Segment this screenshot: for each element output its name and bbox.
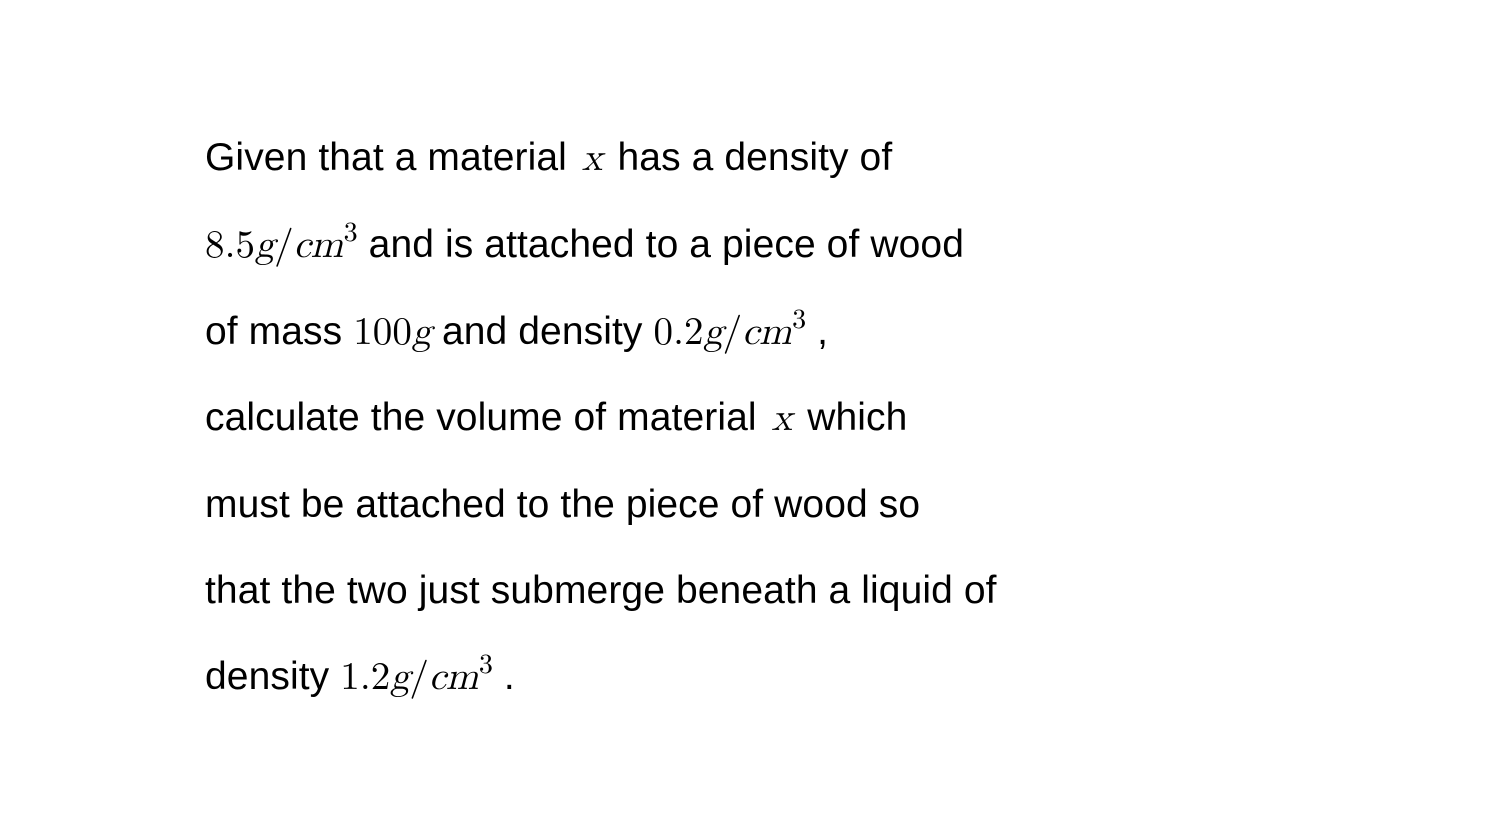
density-liquid-value: 1.2 xyxy=(340,658,390,697)
unit-exponent: 3 xyxy=(792,306,806,334)
text-segment: of mass xyxy=(205,310,353,353)
text-segment: and density xyxy=(431,310,653,353)
unit-cm: cm xyxy=(294,226,343,265)
mass-wood-value: 100 xyxy=(353,313,412,352)
unit-g: g xyxy=(704,313,723,352)
unit-g: g xyxy=(255,226,274,265)
unit-cm: cm xyxy=(429,658,478,697)
text-segment: Given that a material xyxy=(205,136,578,179)
density-x-value: 8.5 xyxy=(205,226,255,265)
unit-g: g xyxy=(390,658,409,697)
unit-exponent: 3 xyxy=(344,219,358,247)
unit-exponent: 3 xyxy=(479,651,493,679)
text-segment: must be attached to the piece of wood so xyxy=(205,483,920,526)
text-segment: calculate the volume of material xyxy=(205,396,768,439)
text-segment: and is attached to a piece of wood xyxy=(358,223,964,266)
unit-slash: / xyxy=(274,226,294,265)
text-segment: which xyxy=(796,396,907,439)
text-segment: density xyxy=(205,655,340,698)
unit-slash: / xyxy=(723,313,743,352)
unit-cm: cm xyxy=(742,313,791,352)
text-segment: , xyxy=(806,310,828,353)
text-segment: has a density of xyxy=(607,136,893,179)
variable-x: x xyxy=(768,399,797,438)
unit-slash: / xyxy=(409,658,429,697)
density-wood-value: 0.2 xyxy=(653,313,703,352)
page-container: Given that a material x has a density of… xyxy=(0,0,1500,836)
text-segment: . xyxy=(493,655,515,698)
variable-x: x xyxy=(578,139,607,178)
text-segment: that the two just submerge beneath a liq… xyxy=(205,569,997,612)
problem-text: Given that a material x has a density of… xyxy=(205,115,1300,721)
unit-g: g xyxy=(412,313,431,352)
